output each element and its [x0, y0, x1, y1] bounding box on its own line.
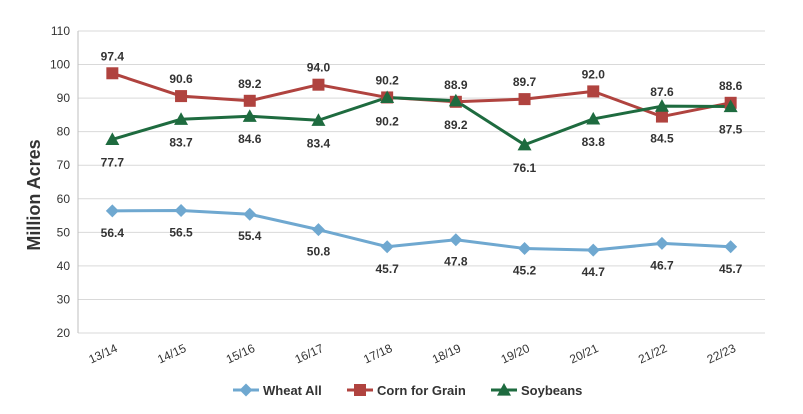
data-label: 56.4 — [101, 226, 125, 240]
marker-0-0 — [105, 204, 119, 218]
legend-marker — [497, 383, 511, 396]
data-label: 92.0 — [582, 67, 606, 81]
data-label: 45.2 — [513, 263, 537, 277]
marker-0-5 — [449, 233, 463, 247]
y-tick-label: 50 — [57, 225, 71, 239]
x-tick-label: 17/18 — [361, 341, 394, 367]
marker-1-6 — [518, 93, 531, 106]
x-tick-label: 16/17 — [293, 341, 326, 367]
y-tick-label: 110 — [51, 24, 70, 38]
marker-0-9 — [724, 240, 738, 254]
legend-label: Wheat All — [263, 383, 322, 398]
x-tick-label: 15/16 — [224, 341, 257, 367]
data-label: 44.7 — [582, 265, 606, 279]
marker-1-3 — [312, 78, 325, 91]
data-label: 46.7 — [650, 258, 674, 272]
marker-2-0 — [105, 132, 120, 145]
marker-0-3 — [311, 223, 325, 237]
data-label: 90.2 — [375, 73, 399, 87]
marker-2-7 — [586, 111, 601, 125]
marker-1-2 — [243, 94, 256, 107]
x-tick-label: 18/19 — [430, 341, 463, 367]
data-label: 50.8 — [307, 245, 331, 259]
data-label: 90.2 — [375, 114, 399, 128]
y-tick-label: 90 — [57, 91, 71, 105]
x-tick-label: 13/14 — [86, 341, 119, 367]
marker-0-1 — [174, 204, 188, 218]
x-tick-label: 21/22 — [636, 341, 669, 367]
data-label: 94.0 — [307, 61, 331, 75]
data-label: 89.2 — [238, 77, 262, 91]
marker-1-7 — [587, 85, 600, 98]
x-tick-label: 14/15 — [155, 341, 188, 367]
legend-label: Soybeans — [521, 383, 582, 398]
data-label: 89.2 — [444, 118, 468, 132]
data-label: 83.7 — [169, 135, 193, 149]
x-tick-label: 19/20 — [499, 341, 532, 367]
legend-item-1: Corn for Grain — [347, 383, 466, 398]
marker-2-5 — [448, 93, 463, 107]
y-tick-label: 30 — [57, 292, 71, 306]
series-lines — [111, 71, 731, 252]
data-label: 83.4 — [307, 136, 331, 150]
x-axis-ticks: 13/14 14/15 15/16 16/17 17/18 18/19 19/20 20/21… — [86, 341, 738, 367]
marker-1-8 — [655, 110, 668, 123]
data-label: 45.7 — [375, 262, 399, 276]
y-tick-label: 40 — [57, 259, 71, 273]
x-tick-label: 22/23 — [705, 341, 738, 367]
gridlines — [77, 30, 765, 334]
marker-2-9 — [723, 99, 738, 113]
data-label: 83.8 — [582, 135, 606, 149]
marker-1-1 — [175, 90, 188, 103]
data-label: 90.6 — [169, 72, 193, 86]
y-tick-label: 60 — [57, 192, 71, 206]
x-tick-label: 20/21 — [567, 341, 600, 367]
legend: Wheat All Corn for Grain Soybeans — [233, 383, 582, 398]
y-axis-ticks: 20 30 40 50 60 70 80 90 100 110 — [50, 24, 70, 340]
data-label: 45.7 — [719, 262, 743, 276]
data-label: 84.5 — [650, 132, 674, 146]
marker-2-4 — [380, 90, 395, 104]
y-tick-label: 70 — [57, 158, 71, 172]
marker-1-0 — [106, 67, 119, 80]
legend-item-0: Wheat All — [233, 383, 322, 398]
data-label: 88.9 — [444, 78, 468, 92]
data-label: 88.6 — [719, 79, 743, 93]
series-markers — [105, 67, 738, 257]
marker-0-6 — [518, 241, 532, 255]
series-line-2 — [111, 95, 731, 147]
marker-2-8 — [654, 99, 669, 112]
data-label: 56.5 — [169, 226, 193, 240]
y-axis-label: Million Acres — [24, 139, 44, 250]
data-label: 47.8 — [444, 255, 468, 269]
data-label: 87.6 — [650, 85, 674, 99]
marker-2-6 — [517, 137, 532, 151]
data-labels: 56.4 56.5 55.4 50.8 45.7 47.8 45.2 44.7 46.7 45.7… — [101, 49, 743, 279]
legend-marker — [239, 383, 253, 397]
marker-0-7 — [586, 243, 600, 257]
legend-item-2: Soybeans — [491, 383, 582, 398]
data-label: 84.6 — [238, 132, 262, 146]
legend-marker — [354, 384, 366, 396]
legend-label: Corn for Grain — [377, 383, 466, 398]
y-tick-label: 100 — [50, 58, 70, 72]
data-label: 89.7 — [513, 75, 537, 89]
data-label: 97.4 — [101, 49, 125, 63]
data-label: 87.5 — [719, 123, 743, 137]
data-label: 55.4 — [238, 229, 262, 243]
marker-2-3 — [311, 113, 326, 126]
y-tick-label: 80 — [57, 125, 71, 139]
marker-0-4 — [380, 240, 394, 254]
data-label: 76.1 — [513, 161, 537, 175]
marker-2-1 — [174, 112, 189, 125]
y-tick-label: 20 — [57, 326, 71, 340]
marker-2-2 — [242, 109, 257, 122]
marker-0-8 — [655, 236, 669, 250]
marker-0-2 — [243, 207, 257, 221]
data-label: 77.7 — [101, 155, 125, 169]
series-line-0 — [112, 209, 731, 252]
